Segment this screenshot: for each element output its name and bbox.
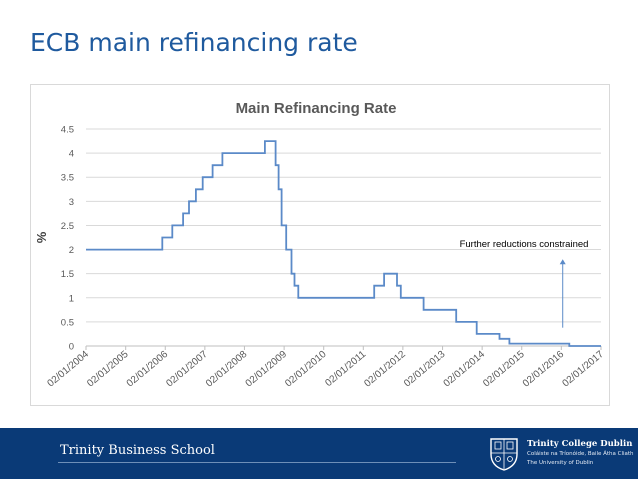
y-tick-label: 0.5 (61, 317, 74, 328)
chart-area: Main Refinancing Rate % 0 0.5 1 1.5 2 2.5 3 3.5… (30, 84, 610, 406)
logo-line-2: Coláiste na Tríonóide, Baile Átha Cliath (527, 451, 634, 457)
rate-series-line (86, 140, 601, 347)
x-tick-label: 02/01/2012 (362, 349, 408, 390)
y-tick-label: 0 (69, 342, 74, 353)
annotation-layer: Further reductions constrained (460, 239, 589, 328)
x-tick-labels: 02/01/200402/01/200502/01/200602/01/2007… (46, 346, 607, 390)
series-layer (86, 140, 601, 347)
y-tick-label: 2.5 (61, 221, 74, 232)
footer-divider (58, 462, 456, 463)
x-tick-label: 02/01/2009 (244, 349, 290, 390)
annotation-text: Further reductions constrained (460, 239, 589, 250)
y-tick-label: 3.5 (61, 173, 74, 184)
x-tick-label: 02/01/2013 (402, 349, 448, 390)
x-tick-label: 02/01/2007 (164, 349, 210, 390)
y-tick-label: 4.5 (61, 125, 74, 136)
x-tick-label: 02/01/2016 (521, 349, 567, 390)
x-tick-label: 02/01/2006 (125, 349, 171, 390)
x-tick-label: 02/01/2014 (442, 349, 488, 390)
x-tick-label: 02/01/2017 (561, 349, 607, 390)
chart-title: Main Refinancing Rate (236, 100, 397, 117)
y-tick-label: 1 (69, 293, 74, 304)
y-tick-label: 3 (69, 197, 74, 208)
x-tick-label: 02/01/2004 (46, 349, 92, 390)
logo-line-1: Trinity College Dublin (527, 439, 633, 449)
y-tick-labels: 0 0.5 1 1.5 2 2.5 3 3.5 4 4.5 (61, 125, 74, 353)
school-name: Trinity Business School (60, 443, 215, 458)
crest-icon (490, 438, 518, 471)
footer-bar: Trinity Business School Trinity College … (0, 428, 638, 479)
y-tick-label: 2 (69, 245, 74, 256)
logo-line-3: The University of Dublin (527, 460, 594, 466)
y-tick-label: 4 (69, 149, 74, 160)
refinancing-rate-chart: Main Refinancing Rate % 0 0.5 1 1.5 2 2.5 3 3.5… (34, 100, 607, 390)
annotation-arrowhead (559, 259, 566, 265)
university-logo: Trinity College Dublin Coláiste na Tríon… (487, 436, 634, 472)
x-tick-label: 02/01/2008 (204, 349, 250, 390)
x-tick-label: 02/01/2005 (85, 349, 131, 390)
slide-title: ECB main refinancing rate (30, 28, 358, 57)
x-tick-label: 02/01/2015 (481, 349, 527, 390)
y-axis-label: % (34, 231, 49, 243)
x-tick-label: 02/01/2011 (323, 349, 368, 389)
x-tick-label: 02/01/2010 (283, 349, 329, 390)
y-tick-label: 1.5 (61, 269, 74, 280)
